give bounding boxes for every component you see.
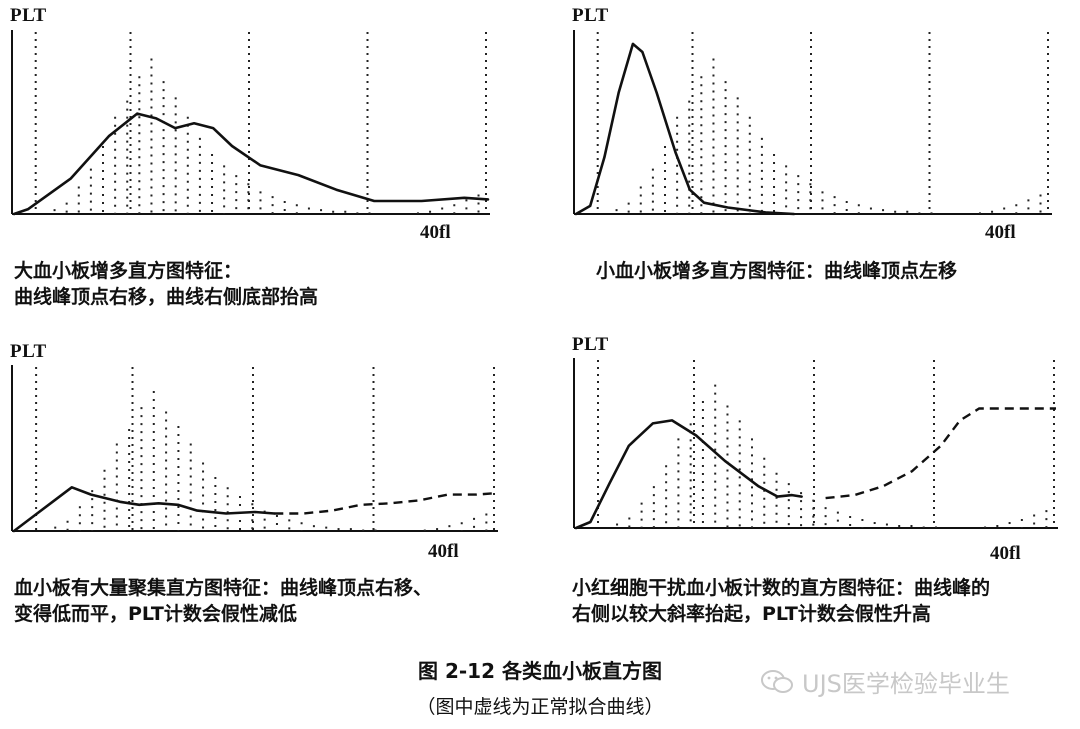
caption-line: 曲线峰顶点右移，曲线右侧底部抬高 (14, 286, 319, 308)
y-axis-label: PLT (572, 334, 609, 355)
caption-line: 右侧以较大斜率抬起，PLT计数会假性升高 (572, 603, 931, 625)
x-tick-label: 40fl (985, 222, 1016, 243)
watermark-text: UJS医学检验毕业生 (802, 670, 1010, 698)
measured-curve (12, 486, 276, 533)
wechat-icon (761, 669, 793, 693)
chart-caption: 小血小板增多直方图特征：曲线峰顶点左移 (596, 258, 957, 284)
histogram-plot (11, 30, 490, 216)
figure-title: 图 2-12 各类血小板直方图 (418, 659, 662, 683)
x-tick-label: 40fl (420, 222, 451, 243)
chart-caption: 血小板有大量聚集直方图特征：曲线峰顶点右移、 变得低而平，PLT计数会假性减低 (14, 575, 432, 627)
caption-line: 小红细胞干扰血小板计数的直方图特征：曲线峰的 (572, 577, 991, 599)
histogram-plot (11, 365, 498, 533)
dashed-curve (825, 407, 1056, 500)
measured-curve (574, 42, 796, 216)
y-axis-label: PLT (10, 5, 47, 26)
x-tick-label: 40fl (428, 541, 459, 562)
chart-caption: 小红细胞干扰血小板计数的直方图特征：曲线峰的 右侧以较大斜率抬起，PLT计数会假… (572, 575, 990, 627)
y-axis-label: PLT (10, 341, 47, 362)
measured-curve (12, 112, 490, 216)
caption-line: 小血小板增多直方图特征：曲线峰顶点左移 (596, 260, 958, 282)
histogram-plot (573, 358, 1058, 530)
watermark: UJS医学检验毕业生 (760, 664, 1010, 699)
chart-caption: 大血小板增多直方图特征： 曲线峰顶点右移，曲线右侧底部抬高 (14, 258, 318, 310)
x-tick-label: 40fl (990, 543, 1021, 564)
histogram-plot (573, 30, 1052, 216)
caption-line: 变得低而平，PLT计数会假性减低 (14, 603, 297, 625)
caption-line: 血小板有大量聚集直方图特征：曲线峰顶点右移、 (14, 577, 433, 599)
caption-line: 大血小板增多直方图特征： (14, 260, 243, 282)
y-axis-label: PLT (572, 5, 609, 26)
measured-curve (574, 419, 803, 530)
dashed-curve (274, 491, 497, 515)
figure-subtitle: （图中虚线为正常拟合曲线） (416, 696, 664, 718)
